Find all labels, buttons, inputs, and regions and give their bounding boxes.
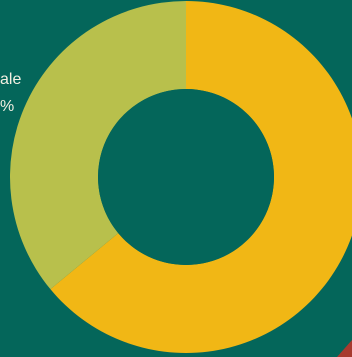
donut-slices (10, 1, 352, 353)
donut-hole (98, 89, 274, 265)
donut-slice-0 (50, 1, 352, 353)
corner-accent-mark (337, 340, 352, 357)
slice-percent-label: % (0, 98, 14, 115)
slice-label-ale: ale (0, 71, 21, 88)
donut-slice-1 (10, 1, 187, 290)
